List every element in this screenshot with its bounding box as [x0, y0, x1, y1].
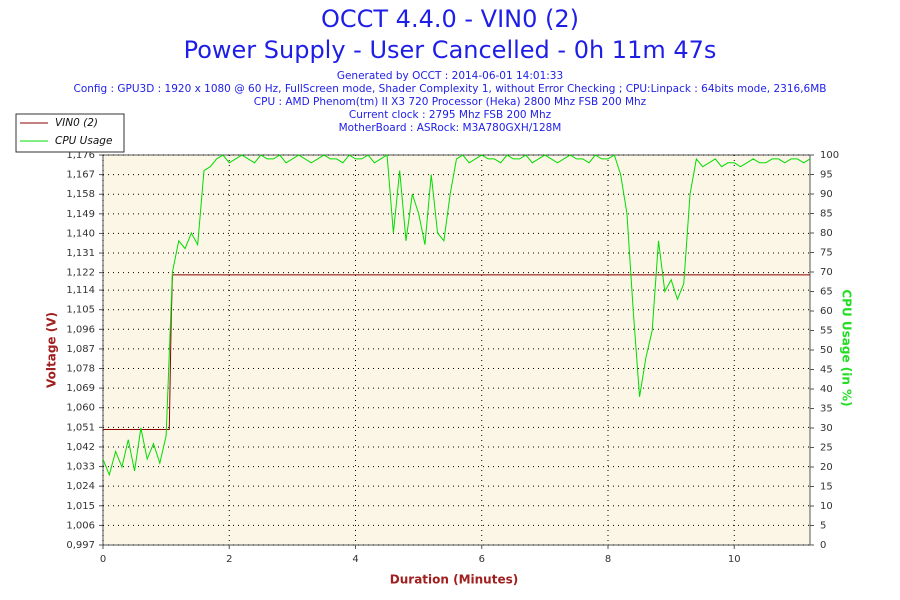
y2-tick-label: 40: [820, 384, 833, 395]
x-tick-label: 0: [100, 554, 106, 565]
y2-tick-label: 80: [820, 228, 833, 239]
y2-tick-label: 75: [820, 248, 833, 259]
y-tick-label: 1,149: [66, 209, 95, 220]
y-tick-label: 1,105: [66, 305, 95, 316]
x-tick-label: 10: [728, 554, 741, 565]
y2-axis-label: CPU Usage (in %): [840, 289, 854, 406]
y-tick-label: 1,167: [66, 170, 95, 181]
y-tick-label: 1,024: [66, 481, 95, 492]
y-tick-label: 1,096: [66, 324, 95, 335]
y-tick-label: 1,051: [66, 422, 95, 433]
chart-subtitle: Power Supply - User Cancelled - 0h 11m 4…: [184, 36, 717, 64]
y-tick-label: 1,158: [66, 189, 95, 200]
note: Generated by OCCT : 2014-06-01 14:01:33: [337, 70, 563, 82]
y-tick-label: 1,006: [66, 520, 95, 531]
y2-tick-label: 50: [820, 345, 833, 356]
note: Current clock : 2795 Mhz FSB 200 Mhz: [349, 109, 552, 121]
x-tick-label: 6: [479, 554, 485, 565]
note: Config : GPU3D : 1920 x 1080 @ 60 Hz, Fu…: [74, 83, 827, 95]
x-tick-label: 4: [352, 554, 358, 565]
y2-tick-label: 20: [820, 462, 833, 473]
y-tick-label: 1,078: [66, 364, 95, 375]
y2-tick-label: 35: [820, 404, 833, 415]
y2-tick-label: 0: [820, 540, 826, 551]
legend-box: [15, 113, 125, 153]
x-tick-label: 8: [605, 554, 611, 565]
y-tick-label: 1,060: [66, 403, 95, 414]
y-tick-label: 1,015: [66, 501, 95, 512]
y-tick-label: 1,140: [66, 228, 95, 239]
x-axis-label: Duration (Minutes): [390, 573, 518, 587]
y-tick-label: 1,114: [66, 285, 95, 296]
legend-label: VIN0 (2): [55, 117, 98, 129]
y-tick-label: 1,131: [66, 248, 95, 259]
legend-label: CPU Usage: [55, 135, 112, 147]
plot-area: [102, 154, 811, 546]
y2-tick-label: 45: [820, 365, 833, 376]
y-tick-label: 1,069: [66, 383, 95, 394]
y2-tick-label: 95: [820, 170, 833, 181]
y2-tick-label: 30: [820, 423, 833, 434]
y-tick-label: 1,087: [66, 344, 95, 355]
y2-tick-label: 15: [820, 482, 833, 493]
series-line: [103, 274, 810, 431]
y2-tick-label: 85: [820, 209, 833, 220]
chart-title: OCCT 4.4.0 - VIN0 (2): [321, 5, 579, 33]
notes: Generated by OCCT : 2014-06-01 14:01:33C…: [74, 70, 827, 134]
lines: [102, 154, 811, 477]
y2-tick-label: 55: [820, 326, 833, 337]
note: CPU : AMD Phenom(tm) II X3 720 Processor…: [254, 96, 647, 108]
y-tick-label: 1,122: [66, 268, 95, 279]
y-tick-label: 1,033: [66, 462, 95, 473]
y2-tick-label: 25: [820, 443, 833, 454]
y2-tick-label: 70: [820, 267, 833, 278]
legend: VIN0 (2) CPU Usage: [15, 113, 125, 153]
y2-tick-label: 65: [820, 287, 833, 298]
note: MotherBoard : ASRock: M3A780GXH/128M: [339, 122, 562, 134]
y2-tick-label: 5: [820, 521, 826, 532]
y-tick-label: 0,997: [66, 540, 95, 551]
y2-tick-label: 60: [820, 306, 833, 317]
y2-tick-label: 10: [820, 501, 833, 512]
y-tick-label: 1,042: [66, 442, 95, 453]
grid: 0,997 1,006 1,015 1,024 1,033 1,042 1,051 1,060…: [66, 150, 839, 565]
y2-tick-label: 90: [820, 189, 833, 200]
y-axis-label: Voltage (V): [45, 312, 59, 388]
y-tick-label: 1,176: [66, 150, 95, 161]
series-line: [102, 154, 811, 477]
x-tick-label: 2: [226, 554, 232, 565]
y2-tick-label: 100: [820, 150, 839, 161]
